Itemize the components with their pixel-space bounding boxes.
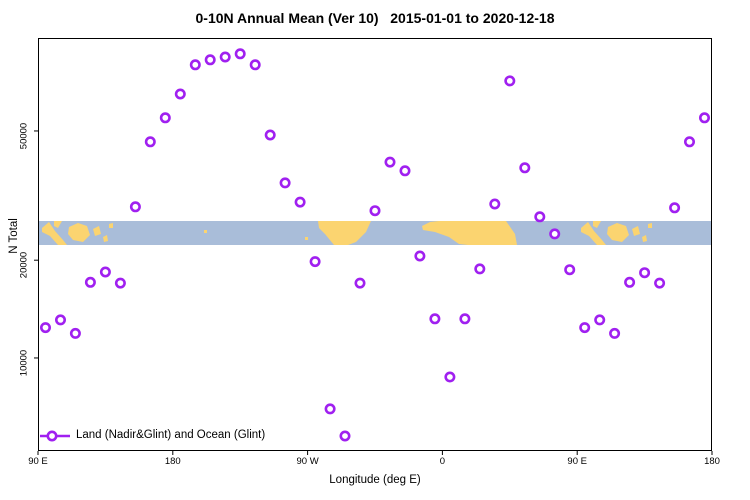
- data-point: [698, 112, 710, 124]
- data-point: [54, 314, 66, 326]
- data-point: [339, 430, 351, 442]
- data-point: [84, 276, 96, 288]
- data-point: [639, 267, 651, 279]
- x-axis-title: Longitude (deg E): [329, 474, 421, 486]
- data-point: [564, 264, 576, 276]
- x-tick-label-3: 0: [439, 456, 446, 467]
- map-band-land: [422, 221, 517, 245]
- data-point: [609, 327, 621, 339]
- map-band-land: [68, 223, 90, 242]
- map-band-land: [204, 230, 207, 233]
- legend-label: Land (Nadir&Glint) and Ocean (Glint): [76, 429, 266, 441]
- map-band-land: [93, 226, 101, 236]
- data-point: [669, 202, 681, 214]
- data-point: [489, 198, 501, 210]
- data-point: [99, 266, 111, 278]
- data-point: [519, 162, 531, 174]
- y-tick-label-0: 10000: [18, 349, 30, 377]
- data-point: [429, 313, 441, 325]
- data-point: [129, 201, 141, 213]
- map-band-land: [305, 237, 308, 240]
- data-point: [324, 403, 336, 415]
- data-point: [549, 228, 561, 240]
- data-point: [579, 322, 591, 334]
- x-tick-label-4: 90 E: [567, 456, 587, 467]
- data-point: [144, 136, 156, 148]
- data-point: [399, 165, 411, 177]
- data-point: [264, 129, 276, 141]
- map-band-land: [103, 235, 108, 242]
- data-point: [624, 276, 636, 288]
- data-point: [189, 59, 201, 71]
- data-point: [414, 250, 426, 262]
- data-point: [279, 177, 291, 189]
- data-point: [384, 156, 396, 168]
- y-tick-label-1: 20000: [18, 251, 30, 279]
- data-point: [354, 277, 366, 289]
- map-band-land: [642, 235, 647, 242]
- data-point: [504, 75, 516, 87]
- data-point: [654, 277, 666, 289]
- data-point: [219, 51, 231, 63]
- data-point: [114, 277, 126, 289]
- y-tick-label-2: 50000: [18, 122, 30, 150]
- map-band-land: [593, 221, 601, 228]
- data-point: [369, 205, 381, 217]
- data-point: [683, 136, 695, 148]
- data-point: [69, 327, 81, 339]
- x-tick-label-1: 180: [164, 456, 181, 467]
- x-tick-label-0: 90 E: [28, 456, 48, 467]
- chart-title: 0-10N Annual Mean (Ver 10) 2015-01-01 to…: [195, 10, 555, 26]
- legend-marker-icon: [46, 430, 58, 442]
- data-point: [174, 88, 186, 100]
- data-point: [444, 371, 456, 383]
- data-point: [249, 59, 261, 71]
- map-band-land: [607, 223, 629, 242]
- data-point: [294, 196, 306, 208]
- map-band-land: [42, 222, 67, 245]
- data-point: [39, 322, 51, 334]
- plot-box: [38, 38, 712, 451]
- data-point: [159, 112, 171, 124]
- data-point: [594, 314, 606, 326]
- map-band-land: [632, 226, 640, 236]
- data-point: [534, 211, 546, 223]
- data-point: [459, 313, 471, 325]
- data-point: [234, 48, 246, 60]
- map-band-land-group: [42, 221, 652, 245]
- map-band-land: [54, 221, 62, 228]
- data-point: [309, 256, 321, 268]
- data-point: [204, 54, 216, 66]
- x-tick-label-2: 90 W: [296, 456, 319, 467]
- map-band-land: [581, 222, 606, 245]
- data-point: [474, 263, 486, 275]
- x-tick-label-5: 180: [704, 456, 720, 467]
- map-band-land: [648, 223, 652, 228]
- map-band-land: [109, 223, 113, 228]
- map-band-land: [318, 221, 371, 245]
